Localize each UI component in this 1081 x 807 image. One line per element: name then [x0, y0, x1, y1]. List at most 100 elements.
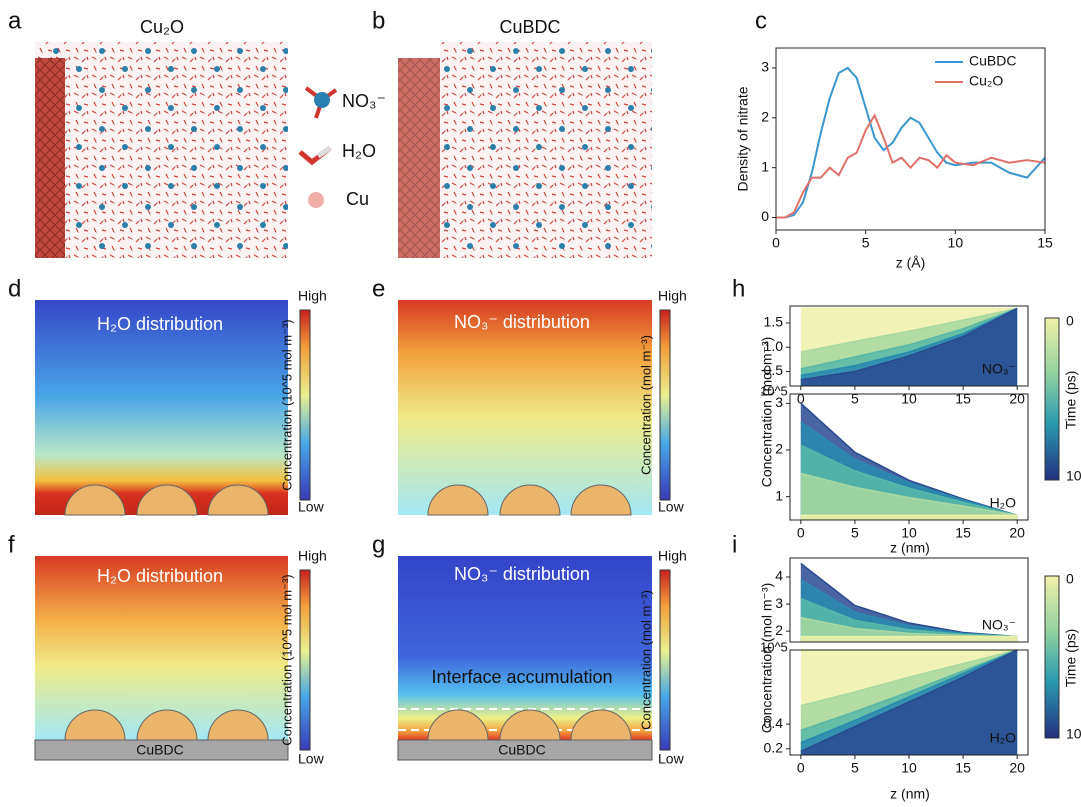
y-tick-label: 0.5 [764, 362, 784, 378]
series-line [800, 307, 1018, 377]
annotation: NO₃⁻ [982, 617, 1016, 633]
annotation: H₂O [990, 495, 1017, 511]
y-tick-label: 4 [775, 568, 783, 584]
area-fill [800, 515, 1018, 520]
panel-label: c [755, 7, 767, 34]
x-tick-label: 5 [851, 391, 859, 407]
series-line [800, 444, 1018, 517]
heatmap [35, 556, 288, 740]
y-tick-label: 3 [775, 394, 783, 410]
y-tick-label: 3 [761, 59, 769, 75]
series-line [776, 113, 1046, 219]
y-tick-label: 0 [761, 208, 769, 224]
axis-exponent: 10^5 [760, 383, 788, 398]
panel-label: d [8, 275, 21, 302]
cubdc-layers [398, 58, 440, 258]
colorbar-low: Low [658, 499, 685, 515]
annotation: H₂O [990, 730, 1017, 746]
x-tick-label: 0 [797, 760, 805, 776]
heatmap [35, 300, 288, 515]
y-tick-label: 1.0 [764, 338, 784, 354]
y-tick-label: 0.4 [764, 715, 784, 731]
md-nitrate [35, 42, 288, 258]
heatmap [398, 300, 652, 515]
axis-exponent: 10^5 [760, 639, 788, 654]
plot-frame [789, 557, 1029, 643]
panel-label: b [372, 7, 385, 34]
series-line [800, 649, 1018, 744]
x-tick-label: 10 [948, 235, 964, 251]
y-axis-title: Density of nitrate [735, 86, 751, 191]
colorbar-tick: 0 [1066, 313, 1074, 329]
y-tick-label: 1 [761, 158, 769, 174]
x-tick-label: 15 [955, 525, 971, 541]
panel-label: g [372, 531, 385, 558]
annotation: NO₃⁻ [982, 361, 1016, 377]
colorbar-low: Low [298, 751, 325, 767]
y-tick-label: 1.5 [764, 314, 784, 330]
x-tick-label: 20 [1009, 525, 1025, 541]
time-colorbar [1044, 575, 1060, 739]
y-tick-label: 2 [761, 109, 769, 125]
substrate-label: CuBDC [498, 742, 545, 758]
particles [64, 484, 632, 741]
y-tick-label: 1 [775, 487, 783, 503]
x-axis-title: z (Å) [896, 255, 926, 271]
panel-label: h [732, 275, 745, 302]
colorbars [299, 309, 671, 751]
x-tick-label: 20 [1009, 760, 1025, 776]
series-line [800, 472, 1018, 517]
series-line [800, 649, 1018, 707]
map-title: H₂O distribution [97, 314, 223, 334]
y-axis-title: Concentration (mol m⁻³) [759, 583, 775, 734]
colorbar-tick: 10 [1066, 726, 1081, 742]
x-tick-label: 5 [862, 235, 870, 251]
series-line [800, 307, 1018, 353]
x-tick-label: 15 [955, 760, 971, 776]
x-tick-label: 15 [1037, 235, 1053, 251]
panel-label: f [8, 531, 15, 558]
legend-text: H₂O [342, 141, 376, 161]
area-fill [800, 308, 1018, 386]
series-line [800, 649, 1018, 752]
map-title: NO₃⁻ distribution [454, 312, 590, 332]
map-title: NO₃⁻ distribution [454, 564, 590, 584]
colorbar-tick: 10 [1066, 468, 1081, 484]
colorbar-high: High [298, 288, 327, 304]
colorbar-high: High [658, 288, 687, 304]
y-axis-title: Concentration (mol m⁻³) [759, 337, 775, 488]
x-axis-title: z (nm) [890, 540, 930, 556]
plot-frame [775, 47, 1046, 231]
colorbar-title: Time (ps) [1063, 371, 1079, 430]
md-nitrate [440, 42, 652, 258]
colorbar-title: Concentration (10^5 mol m⁻³) [279, 319, 294, 490]
series-line [800, 649, 1018, 732]
x-tick-label: 10 [901, 525, 917, 541]
x-tick-label: 20 [1009, 391, 1025, 407]
colorbar-title: Concentration (mol m⁻³) [638, 335, 653, 475]
panel-label: i [732, 531, 737, 558]
legend-text: Cu₂O [969, 73, 1003, 89]
x-tick-label: 10 [901, 760, 917, 776]
colorbar-low: Low [298, 499, 325, 515]
x-tick-label: 0 [772, 235, 780, 251]
y-tick-label: 0.2 [764, 740, 784, 756]
y-tick-label: 3 [775, 595, 783, 611]
map-title: H₂O distribution [97, 566, 223, 586]
time-colorbar [1044, 317, 1060, 481]
x-tick-label: 10 [901, 391, 917, 407]
y-tick-label: 2 [775, 622, 783, 638]
colorbar-low: Low [658, 751, 685, 767]
legend-text: NO₃⁻ [342, 91, 386, 111]
panel-title: CuBDC [499, 17, 560, 37]
y-tick-label: 2 [775, 441, 783, 457]
colorbar-tick: 0 [1066, 571, 1074, 587]
series-line [800, 307, 1018, 381]
series-line [776, 66, 1046, 219]
x-tick-label: 15 [955, 391, 971, 407]
series-line [800, 421, 1018, 517]
x-tick-label: 5 [851, 525, 859, 541]
panel-label: e [372, 275, 385, 302]
series-line [800, 307, 1018, 370]
legend-text: Cu [346, 189, 369, 209]
